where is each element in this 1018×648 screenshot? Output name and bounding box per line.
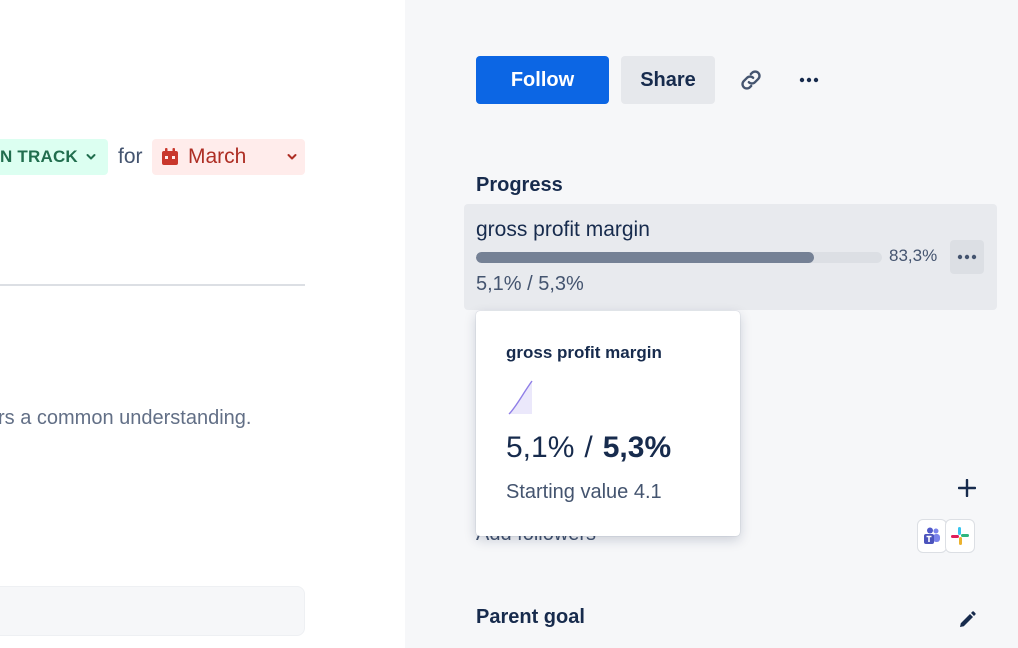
metric-popover: gross profit margin 5,1% / 5,3% Starting v…	[476, 311, 740, 536]
more-horizontal-icon	[957, 254, 977, 260]
target-date-dropdown[interactable]: March	[152, 139, 305, 175]
metric-progress-row[interactable]: gross profit margin 83,3% 5,1% / 5,3%	[464, 204, 997, 310]
share-button[interactable]: Share	[621, 56, 715, 104]
parent-goal-heading: Parent goal	[476, 606, 585, 628]
progress-bar-fill	[476, 252, 815, 263]
progress-bar	[476, 252, 882, 263]
month-label: March	[188, 145, 247, 168]
pencil-icon	[960, 611, 976, 627]
integration-apps	[917, 519, 975, 553]
more-actions-button[interactable]	[791, 62, 827, 98]
follow-button[interactable]: Follow	[476, 56, 609, 104]
popover-target: 5,3%	[602, 431, 672, 464]
chevron-down-icon	[287, 154, 297, 160]
link-icon	[741, 70, 761, 90]
add-follower-button[interactable]	[953, 474, 981, 502]
popover-starting-value: Starting value 4.1	[506, 481, 662, 503]
popover-current: 5,1%	[506, 431, 575, 464]
popover-values: 5,1% / 5,3%	[506, 431, 671, 465]
section-divider	[0, 284, 305, 286]
status-dropdown[interactable]: N TRACK	[0, 139, 108, 175]
copy-link-button[interactable]	[733, 62, 769, 98]
popover-separator: /	[584, 431, 593, 464]
progress-percent: 83,3%	[889, 246, 938, 265]
slack-icon[interactable]	[945, 519, 975, 553]
plus-icon	[958, 479, 976, 497]
comment-input[interactable]	[0, 586, 305, 636]
for-label: for	[118, 145, 143, 168]
status-label: N TRACK	[0, 147, 78, 166]
more-horizontal-icon	[799, 77, 819, 83]
metric-values: 5,1% / 5,3%	[476, 273, 584, 295]
microsoft-teams-icon[interactable]	[917, 519, 947, 553]
metric-name: gross profit margin	[476, 218, 650, 241]
goal-main-pane: N TRACK for March rs a common understand…	[0, 0, 405, 648]
goal-description: rs a common understanding.	[0, 407, 252, 429]
popover-title: gross profit margin	[506, 343, 662, 362]
chevron-down-icon	[86, 154, 96, 160]
calendar-icon	[162, 148, 178, 165]
edit-parent-goal-button[interactable]	[954, 607, 980, 633]
progress-heading: Progress	[476, 174, 563, 196]
sparkline-chart	[508, 380, 533, 415]
metric-more-button[interactable]	[950, 240, 984, 274]
